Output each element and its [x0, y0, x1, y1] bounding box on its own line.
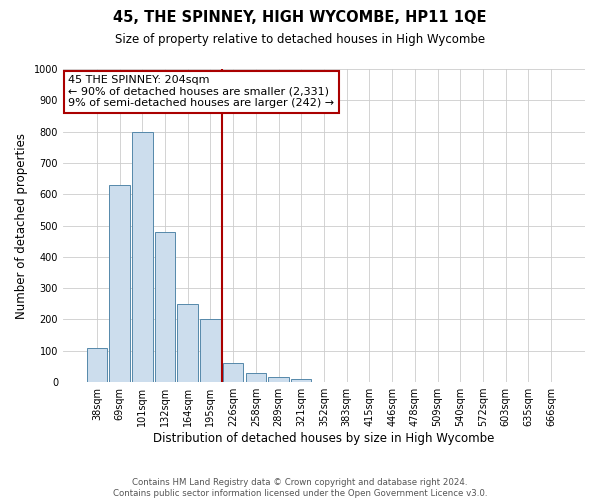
Bar [245, 374, 266, 382]
Bar [291, 379, 311, 382]
Bar [200, 320, 221, 382]
Bar [268, 378, 289, 382]
Bar [132, 132, 152, 382]
Bar [86, 348, 107, 382]
X-axis label: Distribution of detached houses by size in High Wycombe: Distribution of detached houses by size … [153, 432, 494, 445]
Text: Size of property relative to detached houses in High Wycombe: Size of property relative to detached ho… [115, 32, 485, 46]
Bar [223, 364, 244, 382]
Text: Contains HM Land Registry data © Crown copyright and database right 2024.
Contai: Contains HM Land Registry data © Crown c… [113, 478, 487, 498]
Text: 45, THE SPINNEY, HIGH WYCOMBE, HP11 1QE: 45, THE SPINNEY, HIGH WYCOMBE, HP11 1QE [113, 10, 487, 25]
Y-axis label: Number of detached properties: Number of detached properties [15, 132, 28, 318]
Bar [109, 185, 130, 382]
Text: 45 THE SPINNEY: 204sqm
← 90% of detached houses are smaller (2,331)
9% of semi-d: 45 THE SPINNEY: 204sqm ← 90% of detached… [68, 76, 334, 108]
Bar [155, 232, 175, 382]
Bar [178, 304, 198, 382]
